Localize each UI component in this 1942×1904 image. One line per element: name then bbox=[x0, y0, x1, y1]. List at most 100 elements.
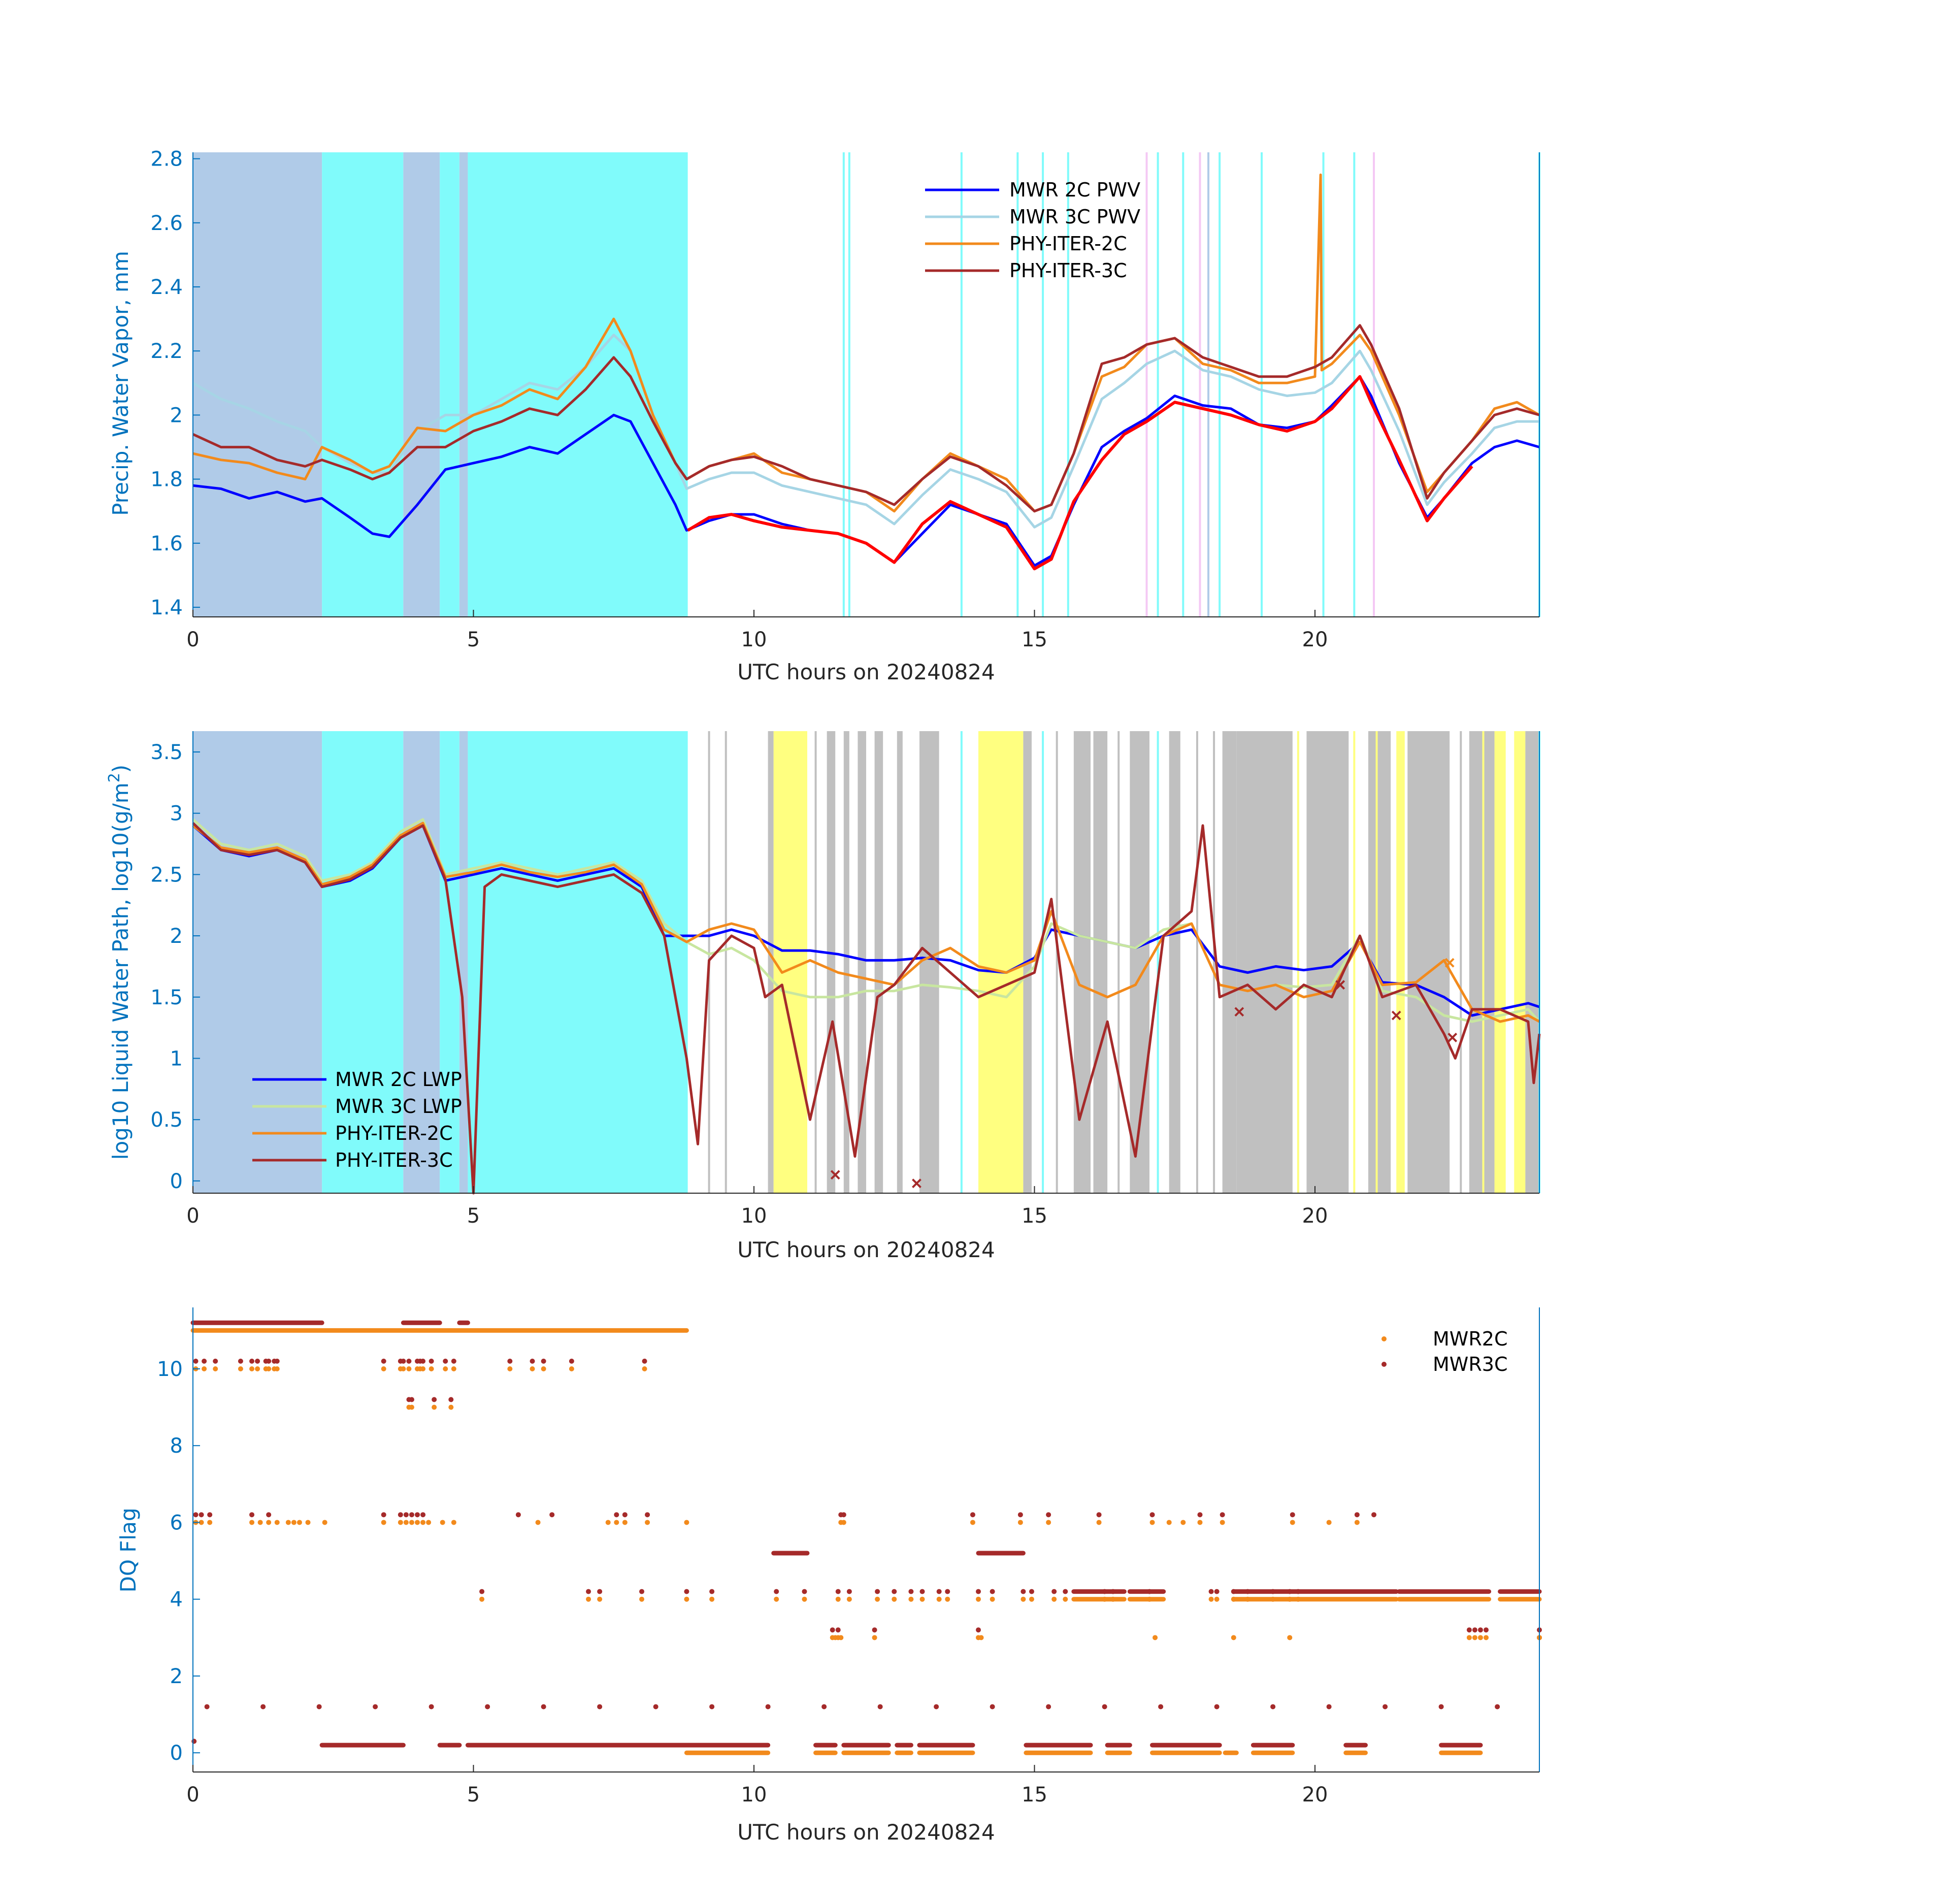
dq-point-mwr3c bbox=[429, 1358, 434, 1364]
dq-point-mwr3c bbox=[1214, 1589, 1220, 1594]
dq-point-mwr2c bbox=[381, 1520, 386, 1525]
lwp-x-tick-label: 15 bbox=[1022, 1204, 1047, 1228]
dq-point-mwr2c bbox=[297, 1520, 302, 1525]
dq-point-mwr3c bbox=[765, 1704, 771, 1710]
dq-point-mwr3c bbox=[1149, 1512, 1155, 1518]
lwp-flag-region bbox=[897, 731, 903, 1193]
lwp-flag-line bbox=[1460, 731, 1462, 1193]
dq-point-mwr3c bbox=[207, 1512, 213, 1518]
lwp-flag-line bbox=[927, 731, 929, 1193]
dq-point-mwr3c bbox=[1197, 1512, 1203, 1518]
dq-point-mwr3c bbox=[934, 1704, 939, 1710]
dq-point-mwr3c bbox=[970, 1512, 975, 1518]
dq-point-mwr2c bbox=[569, 1366, 574, 1371]
dq-point-mwr2c bbox=[257, 1520, 263, 1525]
pwv-y-tick-label: 1.4 bbox=[150, 596, 183, 619]
dq-point-mwr2c bbox=[266, 1520, 272, 1525]
dq-point-mwr3c bbox=[202, 1358, 207, 1364]
lwp-flag-region bbox=[768, 731, 774, 1193]
pwv-flag-line bbox=[842, 152, 845, 617]
dq-point-mwr3c bbox=[976, 1589, 981, 1594]
pwv-flag-line bbox=[1042, 152, 1044, 617]
dq-point-mwr3c bbox=[684, 1589, 689, 1594]
pwv-flag-region bbox=[459, 152, 468, 617]
dq-point-mwr2c bbox=[1231, 1596, 1236, 1602]
dq-point-mwr2c bbox=[207, 1520, 213, 1525]
dq-point-mwr3c bbox=[515, 1512, 521, 1518]
dq-point-mwr3c bbox=[549, 1512, 555, 1518]
dq-point-mwr3c bbox=[406, 1358, 412, 1364]
dq-point-mwr2c bbox=[978, 1635, 984, 1640]
pwv-series-phy-iter-2c bbox=[192, 173, 1540, 513]
dq-point-mwr3c bbox=[1495, 1704, 1500, 1710]
lwp-flag-region bbox=[843, 731, 849, 1193]
dq-point-mwr2c bbox=[919, 1596, 925, 1602]
dq-point-mwr3c bbox=[821, 1704, 827, 1710]
dq-point-mwr2c bbox=[1029, 1596, 1034, 1602]
dq-point-mwr2c bbox=[1017, 1520, 1023, 1525]
dq-point-mwr2c bbox=[1290, 1520, 1295, 1525]
lwp-flag-region bbox=[1222, 731, 1237, 1193]
dq-ticks: 0 2 4 6 8 10 0 5 10 15 20 bbox=[157, 1358, 1328, 1807]
dq-point-mwr3c bbox=[1295, 1589, 1301, 1594]
dq-point-mwr3c bbox=[653, 1704, 659, 1710]
dq-point-mwr3c bbox=[1371, 1512, 1377, 1518]
dq-point-mwr3c bbox=[1147, 1589, 1153, 1594]
dq-point-mwr3c bbox=[645, 1512, 650, 1518]
dq-point-mwr2c bbox=[970, 1520, 975, 1525]
pwv-x-tick-label: 20 bbox=[1302, 628, 1328, 651]
dq-point-mwr3c bbox=[614, 1512, 619, 1518]
dq-point-mwr2c bbox=[1208, 1596, 1214, 1602]
pwv-flag-line bbox=[1145, 152, 1148, 617]
dq-point-mwr3c bbox=[1354, 1512, 1360, 1518]
dq-point-mwr2c bbox=[976, 1596, 981, 1602]
dq-point-mwr2c bbox=[892, 1596, 897, 1602]
dq-point-mwr3c bbox=[872, 1627, 877, 1633]
dq-point-mwr2c bbox=[199, 1520, 204, 1525]
dq-point-mwr3c bbox=[1214, 1704, 1220, 1710]
dq-point-mwr2c bbox=[614, 1520, 619, 1525]
dq-point-mwr3c bbox=[1326, 1704, 1332, 1710]
dq-point-mwr2c bbox=[274, 1366, 280, 1371]
dq-point-mwr3c bbox=[945, 1589, 950, 1594]
dq-point-mwr3c bbox=[774, 1589, 779, 1594]
dq-point-mwr2c bbox=[709, 1596, 715, 1602]
lwp-y-tick-label: 1 bbox=[170, 1047, 183, 1070]
dq-point-mwr3c bbox=[541, 1358, 546, 1364]
pwv-flag-region bbox=[468, 152, 688, 617]
lwp-flag-region bbox=[858, 731, 866, 1193]
dq-point-mwr3c bbox=[990, 1704, 995, 1710]
dq-point-mwr3c bbox=[835, 1627, 841, 1633]
dq-point-mwr3c bbox=[1220, 1512, 1225, 1518]
dq-point-mwr2c bbox=[642, 1366, 647, 1371]
dq-point-mwr3c bbox=[1063, 1589, 1068, 1594]
dq-point-mwr2c bbox=[936, 1596, 942, 1602]
dq-point-mwr2c bbox=[1477, 1635, 1483, 1640]
pwv-legend-label-phy3c: PHY-ITER-3C bbox=[1009, 259, 1127, 282]
dq-point-mwr2c bbox=[1021, 1596, 1026, 1602]
pwv-legend-label-phy2c: PHY-ITER-2C bbox=[1009, 233, 1127, 255]
dq-point-mwr3c bbox=[381, 1358, 386, 1364]
pwv-series-phy-iter-3c bbox=[192, 324, 1540, 513]
dq-series bbox=[190, 1320, 1542, 1755]
dq-point-mwr3c bbox=[597, 1704, 603, 1710]
lwp-y-tick-label: 0 bbox=[170, 1170, 183, 1193]
dq-point-mwr2c bbox=[291, 1520, 297, 1525]
dq-point-mwr2c bbox=[622, 1520, 628, 1525]
dq-point-mwr2c bbox=[448, 1404, 454, 1410]
dq-point-mwr2c bbox=[285, 1520, 291, 1525]
dq-point-mwr3c bbox=[255, 1358, 260, 1364]
dq-point-mwr2c bbox=[401, 1366, 406, 1371]
dq-point-mwr3c bbox=[381, 1512, 386, 1518]
dq-point-mwr2c bbox=[1354, 1520, 1360, 1525]
dq-point-mwr2c bbox=[249, 1366, 255, 1371]
dq-point-mwr2c bbox=[541, 1366, 546, 1371]
dq-point-mwr2c bbox=[908, 1596, 914, 1602]
dq-point-mwr3c bbox=[830, 1627, 835, 1633]
dq-point-mwr2c bbox=[1153, 1635, 1158, 1640]
dq-point-mwr2c bbox=[406, 1366, 412, 1371]
lwp-ticks: 0 0.5 1 1.5 2 2.5 3 3.5 0 5 10 15 20 bbox=[150, 741, 1328, 1228]
dq-point-mwr3c bbox=[976, 1627, 981, 1633]
lwp-flag-region bbox=[1306, 731, 1349, 1193]
lwp-y-tick-label: 1.5 bbox=[150, 986, 183, 1009]
